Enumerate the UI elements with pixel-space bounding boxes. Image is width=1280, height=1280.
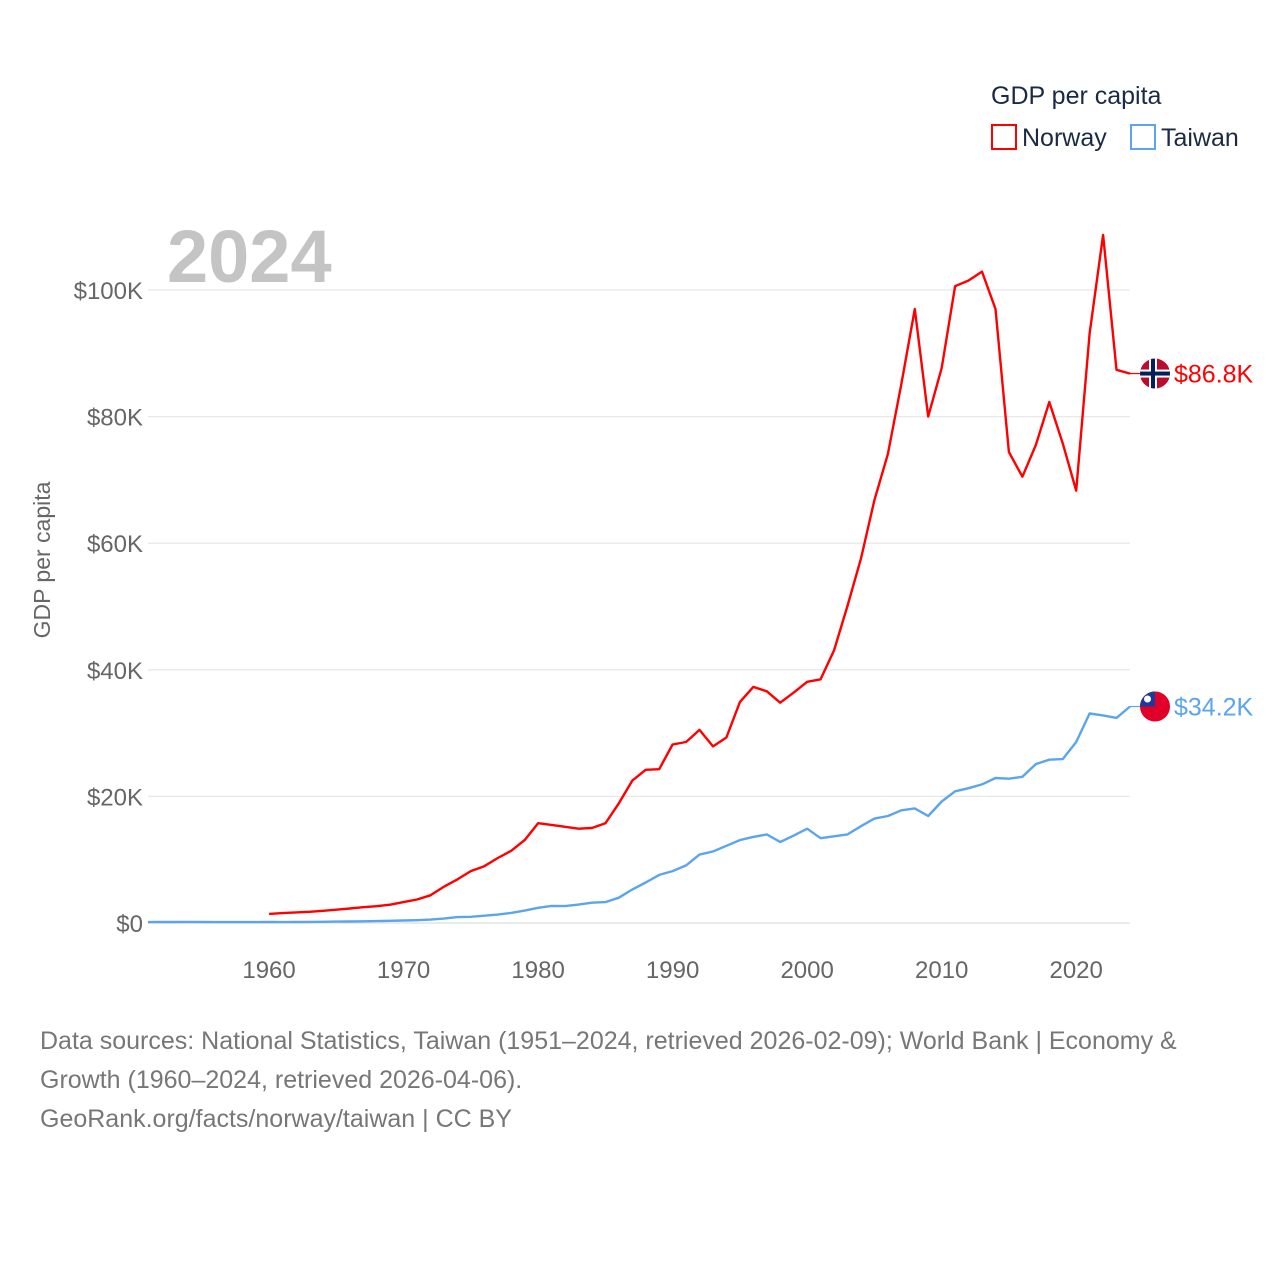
footer-line-2: Growth (1960–2024, retrieved 2026-04-06)… [40, 1066, 523, 1094]
series-lines [147, 233, 1131, 924]
series-end-labels: $86.8K $34.2K [1130, 358, 1254, 722]
footer-line-3[interactable]: GeoRank.org/facts/norway/taiwan | CC BY [40, 1105, 512, 1133]
y-tick-label: $0 [116, 911, 143, 938]
end-value-label-taiwan: $34.2K [1174, 694, 1254, 722]
x-tick-label: 2020 [1049, 957, 1102, 984]
gridlines [148, 289, 1130, 924]
norway-flag-icon [1140, 358, 1170, 389]
legend-label-norway[interactable]: Norway [1022, 124, 1107, 152]
end-value-label-norway: $86.8K [1174, 361, 1254, 389]
footer-line-1: Data sources: National Statistics, Taiwa… [40, 1027, 1177, 1055]
y-tick-label: $80K [87, 405, 143, 432]
y-tick-label: $20K [87, 784, 143, 811]
y-axis-label: GDP per capita [29, 481, 55, 638]
year-label: 2024 [167, 215, 332, 298]
y-tick-label: $60K [87, 531, 143, 558]
x-tick-label: 1970 [377, 957, 430, 984]
taiwan-flag-icon [1140, 691, 1170, 722]
legend-label-taiwan[interactable]: Taiwan [1161, 124, 1239, 152]
y-tick-label: $40K [87, 658, 143, 685]
x-tick-label: 1960 [242, 957, 295, 984]
x-tick-label: 2010 [915, 957, 968, 984]
legend-title: GDP per capita [991, 82, 1162, 110]
series-line-norway [269, 233, 1131, 916]
legend: GDP per capita Norway Taiwan [991, 82, 1239, 152]
x-tick-label: 1980 [511, 957, 564, 984]
x-tick-label: 2000 [780, 957, 833, 984]
y-axis-ticks: $0 $20K $40K $60K $80K $100K [74, 278, 143, 938]
footer-sources: Data sources: National Statistics, Taiwa… [40, 1022, 1240, 1139]
legend-swatch-norway [991, 124, 1017, 150]
gdp-line-chart: $0 $20K $40K $60K $80K $100K 1960 1970 1980 1990… [29, 82, 1254, 984]
legend-swatch-taiwan [1130, 124, 1156, 150]
series-line-taiwan [147, 705, 1131, 924]
y-tick-label: $100K [74, 278, 143, 305]
x-axis-ticks: 1960 1970 1980 1990 2000 2010 2020 [242, 957, 1103, 984]
x-tick-label: 1990 [646, 957, 699, 984]
